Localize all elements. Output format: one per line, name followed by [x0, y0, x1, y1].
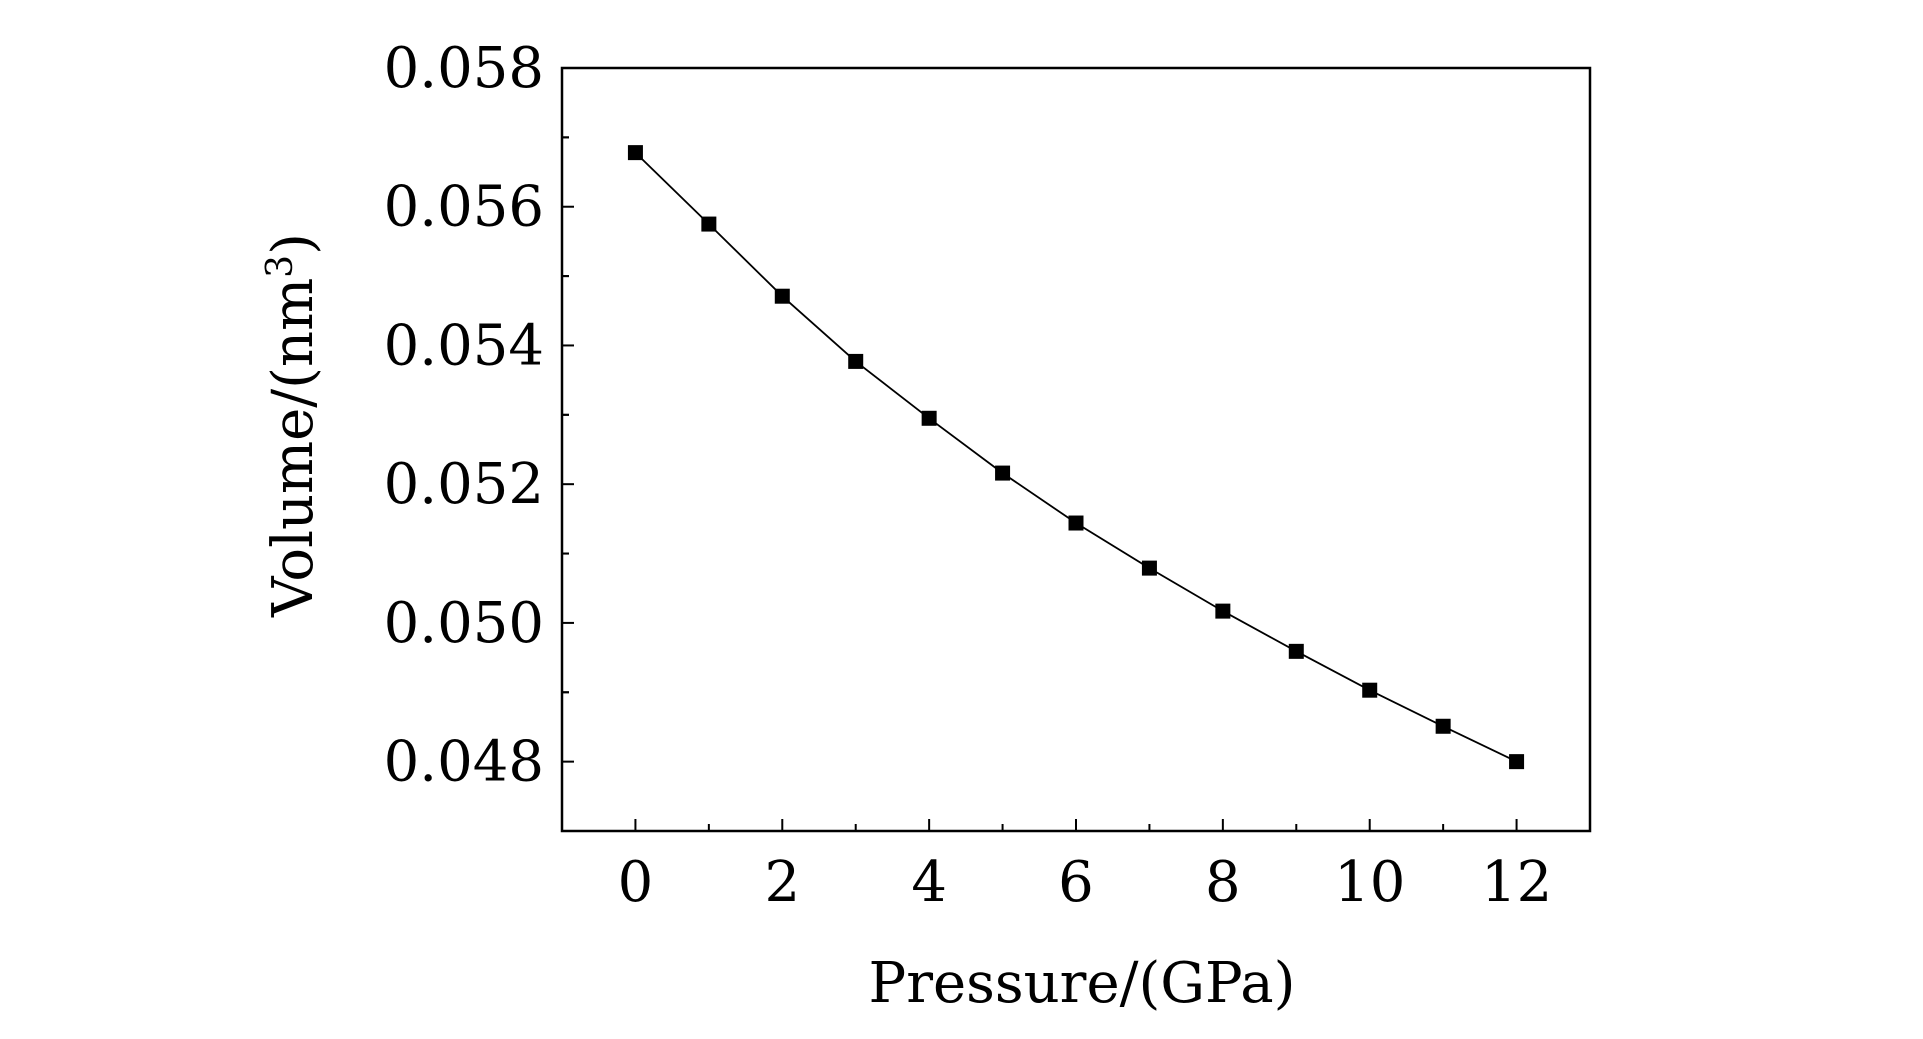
x-tick-label: 0: [618, 850, 654, 915]
data-point-marker: [1509, 754, 1525, 770]
data-point-marker: [701, 216, 717, 232]
axis-ticks: [562, 67, 1518, 831]
data-point-marker: [1068, 515, 1084, 531]
y-axis-label-superscript: 3: [260, 255, 301, 278]
y-tick-label: 0.050: [384, 591, 544, 656]
data-point-marker: [995, 465, 1011, 481]
y-axis-label-main: Volume/(nm: [261, 278, 326, 618]
x-tick-label: 6: [1058, 850, 1094, 915]
y-tick-label: 0.054: [384, 313, 544, 378]
x-tick-label: 2: [764, 850, 800, 915]
x-tick-labels: 0 2 4 6 8 10 12: [618, 850, 1553, 915]
x-tick-label: 12: [1481, 850, 1552, 915]
y-tick-label: 0.048: [384, 730, 544, 795]
x-axis-label: Pressure/(GPa): [869, 951, 1296, 1016]
series-line: [634, 151, 1517, 763]
data-point-marker: [921, 410, 937, 426]
data-point-marker: [774, 288, 790, 304]
data-point-marker: [1215, 603, 1231, 619]
plot-frame: [560, 66, 1592, 833]
x-tick-label: 10: [1334, 850, 1405, 915]
data-markers: [627, 145, 1525, 770]
y-axis-label: Volume/(nm3): [260, 233, 326, 618]
y-tick-label: 0.058: [384, 36, 544, 101]
y-tick-label: 0.052: [384, 452, 544, 517]
y-tick-label: 0.056: [384, 175, 544, 240]
x-tick-label: 8: [1205, 850, 1241, 915]
y-axis-label-suffix: ): [261, 233, 326, 255]
y-tick-labels: 0.048 0.050 0.052 0.054 0.056 0.058: [384, 36, 544, 795]
data-point-marker: [1435, 718, 1451, 734]
data-point-marker: [1141, 560, 1157, 576]
data-point-marker: [627, 145, 643, 161]
x-tick-label: 4: [911, 850, 947, 915]
data-point-marker: [848, 353, 864, 369]
data-point-marker: [1288, 643, 1304, 659]
data-point-marker: [1362, 682, 1378, 698]
